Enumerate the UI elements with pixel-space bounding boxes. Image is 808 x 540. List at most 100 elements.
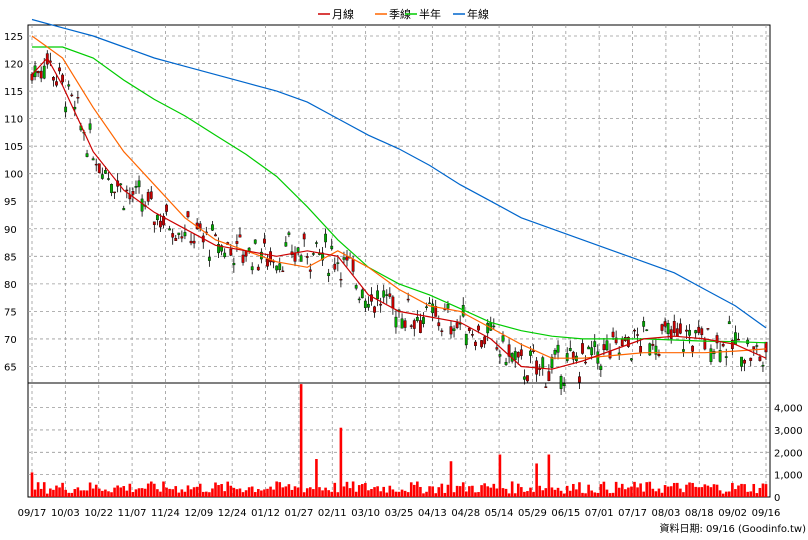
price-tick-label: 90 bbox=[4, 225, 17, 236]
volume-bar bbox=[174, 486, 178, 497]
volume-bar bbox=[679, 488, 682, 497]
candle-body bbox=[85, 153, 89, 157]
volume-bar bbox=[480, 485, 483, 497]
x-tick-label: 09/17 bbox=[18, 508, 47, 519]
volume-bar bbox=[452, 492, 456, 497]
volume-bar bbox=[477, 492, 480, 497]
candle-body bbox=[532, 350, 535, 352]
candle-body bbox=[360, 289, 364, 299]
candle-body bbox=[734, 332, 737, 345]
volume-bar bbox=[336, 492, 340, 497]
volume-tick-label: 3,000 bbox=[774, 426, 803, 437]
volume-bar bbox=[229, 485, 233, 497]
volume-bar bbox=[688, 482, 691, 497]
volume-bar bbox=[752, 483, 756, 497]
candle-body bbox=[752, 346, 756, 350]
volume-bar bbox=[327, 490, 330, 497]
candle-body bbox=[155, 214, 159, 221]
candle-body bbox=[685, 329, 688, 332]
volume-bar bbox=[30, 472, 34, 497]
candle-body bbox=[125, 189, 129, 192]
candle-body bbox=[333, 263, 337, 270]
candle-body bbox=[620, 338, 624, 346]
volume-bar bbox=[244, 490, 248, 497]
candle-body bbox=[61, 74, 64, 83]
candle-body bbox=[672, 321, 676, 333]
candle-body bbox=[522, 376, 526, 380]
candle-body bbox=[39, 70, 43, 79]
legend-label-halfyear: 半年 bbox=[419, 7, 441, 21]
volume-bar bbox=[611, 492, 615, 497]
candle-body bbox=[94, 163, 98, 166]
series-line-月線 bbox=[31, 56, 767, 370]
volume-bar bbox=[156, 489, 159, 497]
price-axis: 65 70 75 80 85 90 95 100 105 110 115 120 125 bbox=[4, 32, 23, 373]
candle-body bbox=[103, 170, 107, 174]
candle-body bbox=[315, 242, 318, 244]
volume-bar bbox=[599, 484, 603, 497]
candle-body bbox=[217, 243, 220, 254]
candle-body bbox=[113, 191, 116, 194]
candle-body bbox=[568, 348, 572, 351]
volume-bar bbox=[324, 487, 327, 497]
volume-bar bbox=[523, 491, 526, 497]
volume-bar bbox=[354, 491, 358, 497]
candle-body bbox=[177, 232, 181, 235]
volume-bar bbox=[412, 484, 416, 497]
volume-bar bbox=[734, 489, 737, 497]
candle-body bbox=[486, 322, 490, 334]
candle-body bbox=[584, 361, 587, 364]
volume-bar bbox=[428, 486, 431, 497]
volume-bar bbox=[143, 488, 147, 497]
volume-bar bbox=[666, 486, 670, 497]
x-tick-label: 03/10 bbox=[351, 508, 380, 519]
candle-body bbox=[275, 265, 279, 271]
candle-body bbox=[293, 252, 297, 262]
volume-bar bbox=[364, 482, 367, 497]
volume-bar bbox=[275, 481, 278, 497]
candle-body bbox=[630, 358, 633, 361]
volume-bar bbox=[526, 491, 529, 497]
volume-bar bbox=[700, 487, 704, 497]
candle-body bbox=[342, 257, 346, 260]
candle-body bbox=[281, 270, 285, 273]
candle-body bbox=[694, 330, 698, 334]
candle-body bbox=[159, 220, 162, 228]
candle-body bbox=[452, 328, 456, 331]
grid-lines bbox=[28, 25, 770, 497]
volume-bar bbox=[226, 481, 230, 497]
price-tick-label: 95 bbox=[4, 197, 17, 208]
candle-body bbox=[311, 253, 315, 255]
candle-body bbox=[645, 329, 649, 331]
volume-bar bbox=[550, 487, 554, 497]
candle-body bbox=[599, 365, 603, 370]
candle-body bbox=[250, 266, 254, 271]
candle-body bbox=[388, 293, 392, 297]
candle-body bbox=[639, 346, 643, 353]
volume-bar bbox=[64, 489, 67, 497]
candle-body bbox=[308, 269, 312, 272]
volume-bar bbox=[513, 493, 517, 497]
price-tick-label: 85 bbox=[4, 252, 17, 263]
volume-bar bbox=[318, 487, 321, 497]
volume-bar bbox=[186, 485, 190, 497]
volume-bar bbox=[434, 493, 437, 497]
volume-bar bbox=[367, 490, 370, 497]
volume-bar bbox=[189, 489, 193, 497]
moving-average-lines bbox=[31, 18, 767, 370]
candle-body bbox=[235, 241, 239, 244]
volume-bar bbox=[140, 488, 144, 497]
volume-bar bbox=[339, 427, 343, 497]
volume-bar bbox=[400, 489, 404, 497]
candle-body bbox=[480, 340, 483, 348]
candle-body bbox=[287, 232, 291, 235]
volume-bar bbox=[284, 486, 288, 497]
volume-bar bbox=[278, 482, 282, 497]
candle-body bbox=[134, 186, 138, 188]
volume-bar bbox=[596, 492, 600, 497]
volume-bar bbox=[578, 482, 581, 497]
candle-body bbox=[214, 234, 217, 237]
candle-body bbox=[718, 350, 722, 362]
volume-bar bbox=[272, 489, 275, 497]
x-tick-label: 09/16 bbox=[752, 508, 781, 519]
